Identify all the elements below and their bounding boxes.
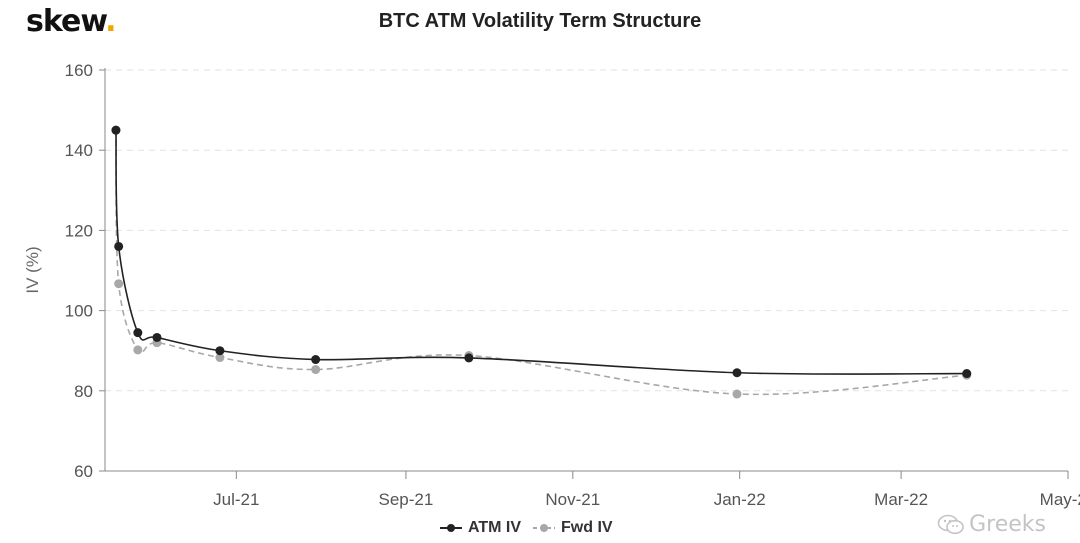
chart-series bbox=[111, 125, 972, 399]
data-point-fwd-iv[interactable] bbox=[311, 365, 321, 375]
data-point-fwd-iv[interactable] bbox=[133, 345, 143, 355]
chart-legend: ATM IV Fwd IV bbox=[440, 519, 625, 537]
y-tick-label: 160 bbox=[65, 61, 93, 80]
legend-symbol-fwd-iv bbox=[533, 522, 556, 534]
data-point-atm-iv[interactable] bbox=[311, 355, 321, 365]
skew-logo: skew. bbox=[26, 4, 117, 39]
y-tick-label: 120 bbox=[65, 221, 93, 240]
x-tick-label: Jan-22 bbox=[714, 490, 766, 509]
data-point-atm-iv[interactable] bbox=[133, 328, 143, 338]
data-point-atm-iv[interactable] bbox=[962, 369, 972, 379]
data-point-atm-iv[interactable] bbox=[111, 125, 121, 135]
logo-text: skew bbox=[26, 4, 106, 39]
data-point-atm-iv[interactable] bbox=[215, 346, 225, 356]
wechat-icon bbox=[937, 514, 964, 534]
data-point-fwd-iv[interactable] bbox=[732, 389, 742, 399]
y-tick-label: 60 bbox=[74, 462, 93, 481]
x-tick-label: May-22 bbox=[1040, 490, 1080, 509]
legend-item-fwd-iv[interactable]: Fwd IV bbox=[533, 519, 613, 537]
data-point-fwd-iv[interactable] bbox=[215, 353, 225, 363]
series-line-fwd-iv bbox=[115, 130, 967, 396]
y-axis-ticks: 60 80 100 120 140 160 bbox=[65, 61, 105, 481]
data-point-atm-iv[interactable] bbox=[464, 353, 474, 363]
data-point-atm-iv[interactable] bbox=[114, 241, 124, 251]
watermark-text: Greeks bbox=[969, 512, 1046, 537]
watermark: Greeks bbox=[937, 512, 1046, 537]
legend-item-atm-iv[interactable]: ATM IV bbox=[440, 519, 521, 537]
x-tick-label: Jul-21 bbox=[213, 490, 259, 509]
x-tick-label: Mar-22 bbox=[874, 490, 928, 509]
legend-label-fwd-iv: Fwd IV bbox=[561, 519, 613, 536]
y-tick-label: 100 bbox=[65, 302, 93, 321]
y-axis-label: IV (%) bbox=[23, 246, 42, 293]
legend-label-atm-iv: ATM IV bbox=[468, 519, 522, 536]
chart-title: BTC ATM Volatility Term Structure bbox=[378, 10, 702, 32]
data-point-fwd-iv[interactable] bbox=[114, 279, 124, 289]
legend-symbol-atm-iv bbox=[440, 522, 462, 534]
x-tick-label: Nov-21 bbox=[545, 490, 600, 509]
data-point-atm-iv[interactable] bbox=[732, 368, 742, 378]
data-point-atm-iv[interactable] bbox=[152, 332, 162, 342]
y-tick-label: 80 bbox=[74, 382, 93, 401]
chart-axes bbox=[104, 68, 1068, 472]
logo-dot: . bbox=[105, 4, 116, 39]
y-tick-label: 140 bbox=[65, 141, 93, 160]
x-tick-label: Sep-21 bbox=[379, 490, 434, 509]
x-axis-ticks: Jul-21 Sep-21 Nov-21 Jan-22 Mar-22 May-22 bbox=[213, 471, 1080, 509]
chart-grid bbox=[105, 69, 1068, 392]
series-line-atm-iv bbox=[115, 130, 967, 375]
